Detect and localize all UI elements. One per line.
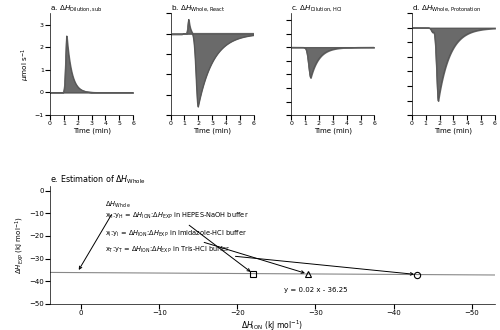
Text: a. $\Delta H_{\mathrm{Dilution,sub}}$: a. $\Delta H_{\mathrm{Dilution,sub}}$: [50, 3, 102, 13]
X-axis label: Time (min): Time (min): [434, 128, 472, 134]
Text: b. $\Delta H_{\mathrm{Whole,React}}$: b. $\Delta H_{\mathrm{Whole,React}}$: [170, 3, 225, 13]
X-axis label: $\Delta H_{\mathrm{ION}}$ (kJ mol$^{-1}$): $\Delta H_{\mathrm{ION}}$ (kJ mol$^{-1}$…: [242, 319, 304, 330]
Text: d. $\Delta H_{\mathrm{Whole,Protonation}}$: d. $\Delta H_{\mathrm{Whole,Protonation}…: [412, 3, 481, 13]
Text: x$_{\mathrm{I}}$:y$_{\mathrm{I}}$ = $\Delta H_{\mathrm{ION}}$:$\Delta H_{\mathrm: x$_{\mathrm{I}}$:y$_{\mathrm{I}}$ = $\De…: [104, 229, 304, 273]
Y-axis label: $\mu$mol s$^{-1}$: $\mu$mol s$^{-1}$: [20, 48, 32, 81]
Text: y = 0.02 x - 36.25: y = 0.02 x - 36.25: [284, 287, 348, 293]
Text: e. Estimation of $\Delta H_{\mathrm{Whole}}$: e. Estimation of $\Delta H_{\mathrm{Whol…: [50, 174, 146, 186]
Y-axis label: $\Delta H_{\mathrm{EXP}}$ (kJ mol$^{-1}$): $\Delta H_{\mathrm{EXP}}$ (kJ mol$^{-1}$…: [14, 216, 26, 274]
Text: c. $\Delta H_{\mathrm{Dilution,HCl}}$: c. $\Delta H_{\mathrm{Dilution,HCl}}$: [291, 3, 343, 13]
X-axis label: Time (min): Time (min): [72, 128, 110, 134]
Text: $\Delta H_{\mathrm{Whole}}$: $\Delta H_{\mathrm{Whole}}$: [80, 199, 130, 269]
Text: x$_{\mathrm{H}}$:y$_{\mathrm{H}}$ = $\Delta H_{\mathrm{ION}}$:$\Delta H_{\mathrm: x$_{\mathrm{H}}$:y$_{\mathrm{H}}$ = $\De…: [104, 211, 250, 271]
X-axis label: Time (min): Time (min): [314, 128, 352, 134]
Text: x$_{\mathrm{T}}$:y$_{\mathrm{T}}$ = $\Delta H_{\mathrm{ION}}$:$\Delta H_{\mathrm: x$_{\mathrm{T}}$:y$_{\mathrm{T}}$ = $\De…: [104, 245, 413, 275]
X-axis label: Time (min): Time (min): [193, 128, 231, 134]
